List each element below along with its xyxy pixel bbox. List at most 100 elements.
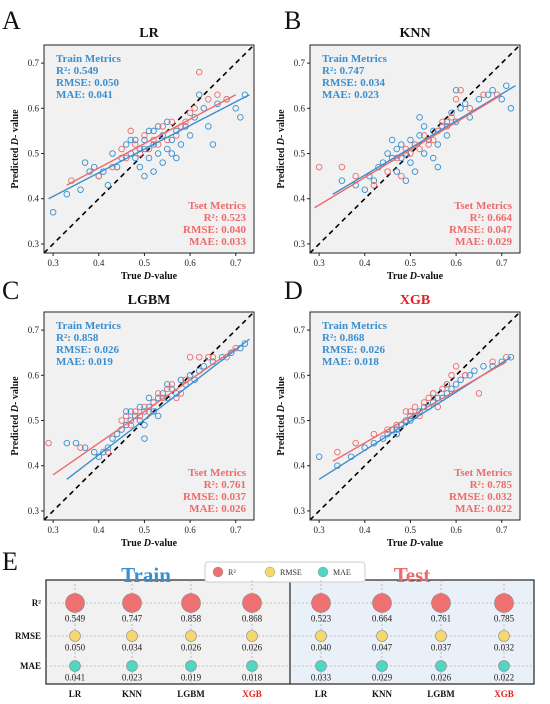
test-point [443,381,451,388]
y-tick-label: 0.7 [28,325,40,335]
row-label: MAE [20,661,41,671]
test-point [452,363,460,370]
train-point [393,430,400,438]
test-point [411,403,419,411]
train-point [498,96,505,103]
y-tick-label: 0.4 [28,461,40,471]
test-point [164,385,171,393]
y-axis-label-part: D [10,138,21,146]
legend-label: MAE [333,568,351,577]
train-metric: Train Metrics [322,53,388,65]
train-point [173,154,180,162]
metric-value: 0.026 [431,673,452,683]
train-point [154,123,162,130]
train-point [434,163,442,171]
train-point [168,136,176,144]
test-point [186,109,194,117]
legend-label: R² [228,568,236,577]
train-point [145,394,153,402]
x-axis-label: True D-value [121,271,178,282]
test-metric: RMSE: 0.037 [183,491,246,503]
test-point [398,172,405,180]
metric-bubble [185,660,197,672]
train-point [200,363,208,370]
test-point [159,394,166,402]
panel-title: LR [139,26,159,41]
y-axis-label-part: - value [276,376,287,405]
train-point [466,372,474,379]
train-point [430,127,437,135]
scatter-panel-knn: B KNN 0.3 0.4 0.5 0.6 0.7 0.3 0.4 0.5 0.6 0.7 True D… [276,6,521,282]
x-axis-label: True D-value [121,538,178,549]
train-point [195,91,203,98]
panel-title: LGBM [128,293,171,308]
y-tick-label: 0.4 [294,461,306,471]
metric-value: 0.040 [311,643,332,653]
train-point [420,123,428,130]
train-heading: Train [121,563,171,587]
x-tick-label: 0.4 [359,258,371,268]
y-axis-label-part: - value [276,109,287,138]
metric-bubble [494,593,514,613]
x-tick-label: 0.3 [314,258,326,268]
x-tick-label: 0.3 [48,258,60,268]
test-metric: Tset Metrics [454,200,513,212]
train-point [150,408,157,415]
x-axis-label-part: -value [151,538,178,549]
x-axis-label-part: True [121,271,144,282]
test-point [352,172,359,180]
train-point [136,163,144,171]
train-point [232,105,239,112]
train-point [489,86,496,94]
train-point [100,448,107,456]
train-point [132,154,139,162]
test-metric: MAE: 0.026 [189,503,246,515]
train-point [209,141,217,148]
metric-value: 0.549 [65,614,86,624]
y-axis-label: Predicted D- value [10,109,21,189]
x-tick-label: 0.4 [93,258,105,268]
model-label: LR [69,689,82,699]
test-metric: R²: 0.523 [204,212,247,224]
y-tick-label: 0.4 [294,194,306,204]
test-metric: MAE: 0.033 [189,236,246,248]
train-point [384,150,391,157]
metric-bubble [122,593,142,613]
train-point [484,91,492,98]
train-point [407,136,414,144]
test-metric: R²: 0.785 [470,479,513,491]
metric-value: 0.523 [311,614,332,624]
train-point [393,145,400,153]
x-axis-label-part: -value [417,538,444,549]
x-tick-label: 0.5 [405,525,417,535]
train-point [90,448,98,456]
metrics-summary-panel: E Train Test R² RMSE MAE R² RMSE MAE 0.549 0.747 0.… [2,547,535,699]
test-point [127,421,134,429]
train-point [164,118,171,126]
test-fit-line [332,361,507,462]
y-tick-label: 0.6 [294,103,306,113]
y-axis-label-part: D [276,138,287,146]
metric-bubble [311,593,331,613]
train-metric: MAE: 0.019 [56,356,113,368]
train-point [471,367,478,375]
metric-bubble [65,593,85,613]
y-tick-label: 0.7 [294,58,306,68]
metric-bubble [315,630,327,642]
train-point [81,159,89,166]
test-point [457,86,464,94]
test-metric: RMSE: 0.032 [449,491,512,503]
panel-letter: A [2,6,21,35]
metric-bubble [69,660,81,672]
test-metric: RMSE: 0.047 [449,224,512,236]
x-tick-label: 0.6 [450,258,462,268]
test-point [223,96,230,103]
x-tick-label: 0.4 [359,525,371,535]
train-point [145,154,153,162]
train-point [122,421,130,429]
train-point [461,100,469,108]
x-axis-label-part: D [143,271,151,282]
train-point [186,372,194,379]
x-axis-label-part: True [387,271,410,282]
test-point [195,68,203,76]
